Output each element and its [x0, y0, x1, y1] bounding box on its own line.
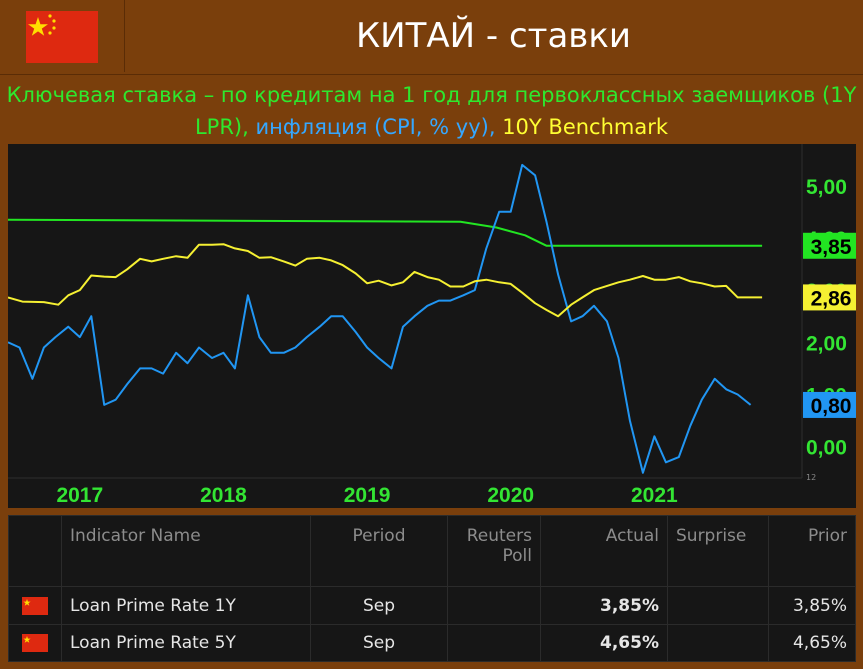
header-poll-line1: Reuters: [466, 526, 532, 546]
flag-container: [0, 0, 125, 72]
last-value-box: [803, 232, 856, 259]
row-flag-cell: [8, 623, 62, 663]
table-header-row: Indicator Name Period Reuters Poll Actual…: [8, 514, 856, 588]
row-surprise: [667, 623, 769, 663]
indicator-table: Indicator Name Period Reuters Poll Actual…: [8, 514, 856, 663]
last-value-label: 0,80: [811, 395, 852, 418]
corner-label: 12: [806, 473, 816, 482]
last-value-label: 3,85: [811, 236, 852, 259]
subtitle-lpr: Ключевая ставка – по кредитам на 1 год д…: [6, 83, 857, 139]
header-period[interactable]: Period: [310, 514, 448, 588]
indicator-table-panel: Indicator Name Period Reuters Poll Actual…: [8, 514, 856, 663]
last-value-box: [803, 391, 856, 418]
china-flag-icon: [22, 633, 48, 652]
header-surprise[interactable]: Surprise: [667, 514, 769, 588]
x-tick-label: 2018: [200, 484, 247, 507]
row-period: Sep: [310, 586, 448, 625]
series-line: [8, 243, 763, 318]
y-tick-label: 2,00: [806, 332, 847, 355]
page-title: КИТАЙ - ставки: [356, 16, 631, 56]
series-line: [8, 218, 763, 247]
header-flag-cell: [8, 514, 62, 588]
header: КИТАЙ - ставки: [0, 0, 863, 72]
last-value-box: [803, 284, 856, 311]
header-actual[interactable]: Actual: [540, 514, 668, 588]
x-tick-label: 2019: [344, 484, 391, 507]
subtitle-cpi: инфляция (CPI, % yy),: [248, 115, 496, 139]
row-prior: 4,65%: [768, 623, 856, 663]
header-poll-line2: Poll: [502, 546, 533, 566]
table-row[interactable]: Loan Prime Rate 5Y Sep 4,65% 4,65%: [8, 623, 856, 663]
last-value-label: 2,86: [811, 287, 852, 310]
x-tick-label: 2021: [631, 484, 678, 507]
row-surprise: [667, 586, 769, 625]
y-tick-label: 5,00: [806, 176, 847, 199]
row-indicator-name: Loan Prime Rate 5Y: [61, 623, 311, 663]
row-poll: [447, 586, 541, 625]
y-tick-label: 0,00: [806, 437, 847, 460]
row-indicator-name: Loan Prime Rate 1Y: [61, 586, 311, 625]
header-prior[interactable]: Prior: [768, 514, 856, 588]
row-actual: 4,65%: [540, 623, 668, 663]
row-prior: 3,85%: [768, 586, 856, 625]
header-reuters-poll[interactable]: Reuters Poll: [447, 514, 541, 588]
row-actual: 3,85%: [540, 586, 668, 625]
subtitle-bond: 10Y Benchmark: [495, 115, 669, 139]
x-tick-label: 2020: [487, 484, 534, 507]
china-flag-icon: [22, 596, 48, 615]
header-indicator-name[interactable]: Indicator Name: [61, 514, 311, 588]
table-row[interactable]: Loan Prime Rate 1Y Sep 3,85% 3,85%: [8, 586, 856, 625]
row-poll: [447, 623, 541, 663]
row-period: Sep: [310, 623, 448, 663]
chart-subtitle: Ключевая ставка – по кредитам на 1 год д…: [0, 74, 863, 144]
china-flag-icon: [26, 11, 98, 63]
x-tick-label: 2017: [56, 484, 103, 507]
row-flag-cell: [8, 586, 62, 625]
line-chart: 5,004,003,002,001,000,002017201820192020…: [8, 144, 856, 507]
series-line: [8, 163, 752, 474]
chart-panel: 5,004,003,002,001,000,002017201820192020…: [8, 144, 856, 508]
